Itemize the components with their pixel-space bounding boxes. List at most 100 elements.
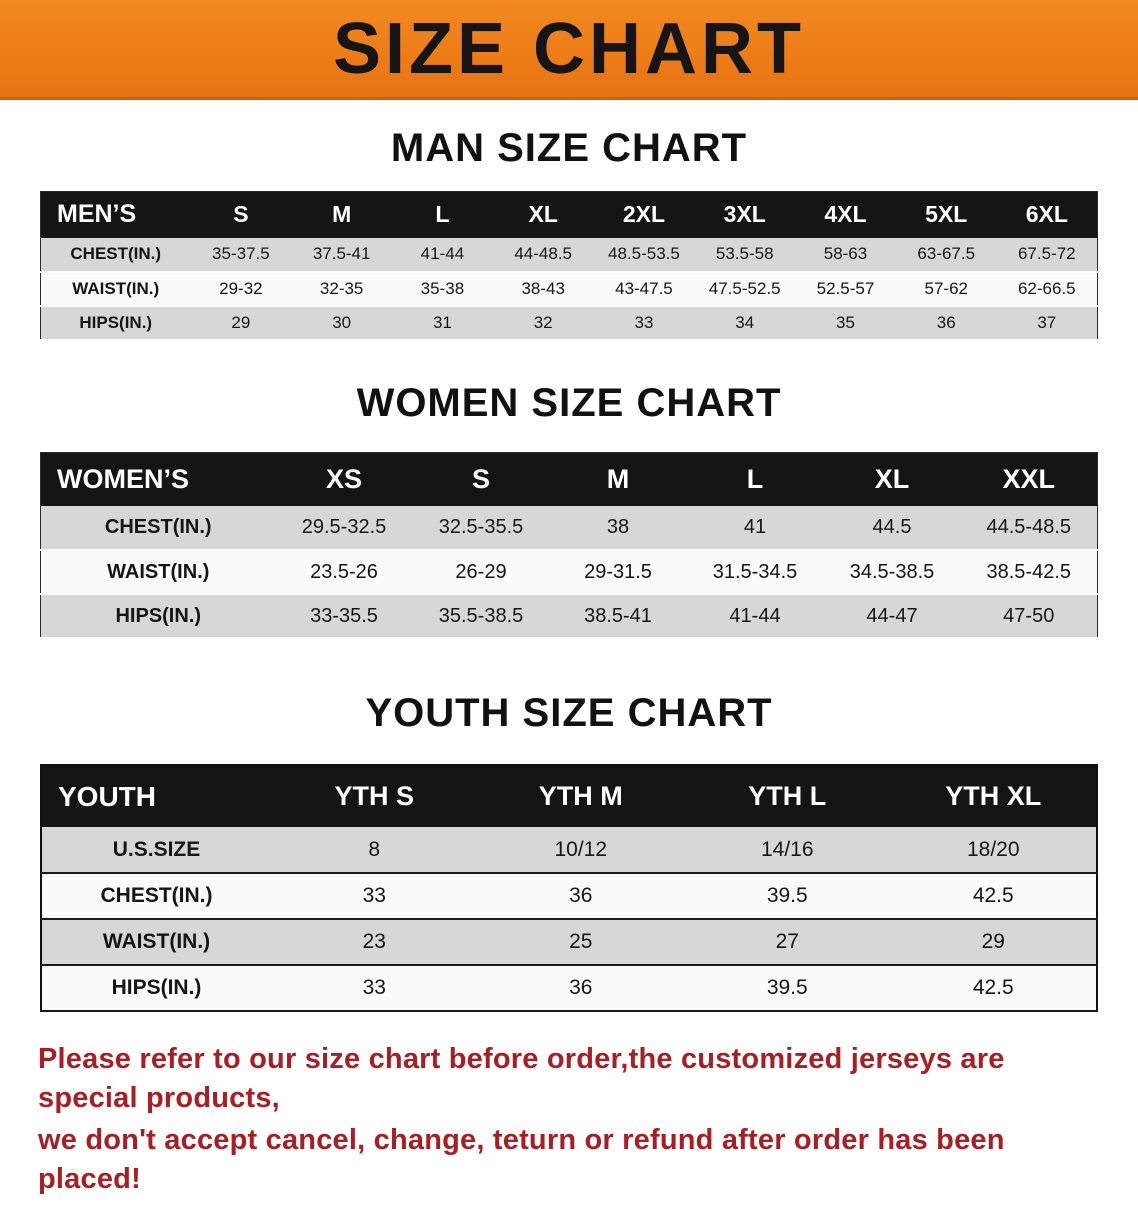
- column-header: S: [412, 452, 550, 506]
- table-header-row: YOUTH YTH S YTH M YTH L YTH XL: [41, 765, 1097, 827]
- table-cell: 37.5-41: [291, 237, 393, 273]
- table-cell: 23: [271, 919, 478, 966]
- table-row: CHEST(IN.) 35-37.5 37.5-41 41-44 44-48.5 48.5…: [40, 237, 1098, 273]
- table-row: CHEST(IN.) 33 36 39.5 42.5: [41, 873, 1097, 920]
- table-row: WAIST(IN.) 23.5-26 26-29 29-31.5 31.5-34.5 34…: [40, 550, 1098, 595]
- row-label: HIPS(IN.): [41, 965, 271, 1012]
- table-cell: 31.5-34.5: [686, 550, 824, 595]
- table-cell: 53.5-58: [694, 237, 796, 273]
- row-label: CHEST(IN.): [40, 506, 276, 551]
- row-label: WAIST(IN.): [40, 271, 191, 307]
- column-header: 4XL: [795, 191, 896, 238]
- table-cell: 47.5-52.5: [694, 271, 796, 307]
- men-size-table: MEN’S S M L XL 2XL 3XL 4XL 5XL 6XL CHEST(IN.) 35-37…: [40, 191, 1098, 341]
- table-cell: 38.5-42.5: [960, 550, 1098, 595]
- table-cell: 63-67.5: [895, 237, 997, 273]
- size-chart-banner: SIZE CHART: [0, 0, 1138, 100]
- row-label: CHEST(IN.): [40, 237, 191, 273]
- column-header: XL: [823, 452, 961, 506]
- table-cell: 35-37.5: [190, 237, 292, 273]
- table-row: WAIST(IN.) 29-32 32-35 35-38 38-43 43-47.5 47.…: [40, 271, 1098, 307]
- table-cell: 29-32: [190, 271, 292, 307]
- table-cell: 38.5-41: [549, 594, 687, 639]
- youth-size-chart-section: YOUTH SIZE CHART YOUTH YTH S YTH M YTH L YTH…: [0, 691, 1138, 1012]
- row-label: U.S.SIZE: [41, 827, 271, 874]
- table-cell: 29: [190, 305, 292, 341]
- table-cell: 37: [996, 305, 1098, 341]
- table-row: HIPS(IN.) 33-35.5 35.5-38.5 38.5-41 41-44 44-…: [40, 594, 1098, 639]
- column-header: M: [291, 191, 393, 238]
- table-cell: 62-66.5: [996, 271, 1098, 307]
- table-cell: 44-48.5: [492, 237, 594, 273]
- table-cell: 35.5-38.5: [412, 594, 550, 639]
- table-cell: 58-63: [795, 237, 896, 273]
- table-cell: 39.5: [684, 873, 891, 920]
- table-cell: 10/12: [477, 827, 684, 874]
- table-cell: 41-44: [686, 594, 824, 639]
- disclaimer-line-1: Please refer to our size chart before or…: [38, 1043, 1005, 1115]
- table-cell: 48.5-53.5: [593, 237, 695, 273]
- table-cell: 32: [492, 305, 594, 341]
- table-cell: 36: [895, 305, 997, 341]
- column-header: XS: [275, 452, 413, 506]
- table-cell: 8: [271, 827, 478, 874]
- table-cell: 32-35: [291, 271, 393, 307]
- table-cell: 30: [291, 305, 393, 341]
- table-cell: 33: [271, 873, 478, 920]
- table-cell: 38: [549, 506, 687, 551]
- table-row: WAIST(IN.) 23 25 27 29: [41, 919, 1097, 966]
- table-cell: 34.5-38.5: [823, 550, 961, 595]
- row-label: WAIST(IN.): [41, 919, 271, 966]
- column-header: 3XL: [694, 191, 796, 238]
- table-cell: 23.5-26: [275, 550, 413, 595]
- column-header: XL: [492, 191, 594, 238]
- column-header: 6XL: [996, 191, 1098, 238]
- table-corner-label: MEN’S: [40, 191, 191, 238]
- column-header: 5XL: [895, 191, 997, 238]
- column-header: L: [392, 191, 493, 238]
- row-label: HIPS(IN.): [40, 305, 191, 341]
- table-cell: 43-47.5: [593, 271, 695, 307]
- disclaimer-line-2: we don't accept cancel, change, teturn o…: [38, 1124, 1005, 1196]
- table-header-row: MEN’S S M L XL 2XL 3XL 4XL 5XL 6XL: [40, 191, 1098, 238]
- women-size-chart-heading: WOMEN SIZE CHART: [356, 380, 782, 425]
- table-cell: 32.5-35.5: [412, 506, 550, 551]
- table-cell: 34: [694, 305, 796, 341]
- table-cell: 14/16: [684, 827, 891, 874]
- table-cell: 44-47: [823, 594, 961, 639]
- column-header: L: [686, 452, 824, 506]
- table-cell: 35-38: [392, 271, 493, 307]
- table-cell: 39.5: [684, 965, 891, 1012]
- table-row: CHEST(IN.) 29.5-32.5 32.5-35.5 38 41 44.5 44.5…: [40, 506, 1098, 551]
- column-header: XXL: [960, 452, 1098, 506]
- table-row: HIPS(IN.) 33 36 39.5 42.5: [41, 965, 1097, 1012]
- row-label: HIPS(IN.): [40, 594, 276, 639]
- table-corner-label: YOUTH: [41, 765, 271, 827]
- table-cell: 25: [477, 919, 684, 966]
- row-label: WAIST(IN.): [40, 550, 276, 595]
- table-cell: 42.5: [890, 873, 1097, 920]
- man-size-chart-heading: MAN SIZE CHART: [390, 126, 748, 170]
- table-corner-label: WOMEN’S: [40, 452, 276, 506]
- column-header: S: [190, 191, 292, 238]
- women-size-chart-section: WOMEN SIZE CHART WOMEN’S XS S M L XL XXL CHEST(…: [0, 380, 1138, 639]
- table-cell: 35: [795, 305, 896, 341]
- table-cell: 41-44: [392, 237, 493, 273]
- order-disclaimer: Please refer to our size chart before or…: [0, 1040, 1138, 1223]
- column-header: YTH S: [271, 765, 478, 827]
- table-cell: 27: [684, 919, 891, 966]
- table-cell: 42.5: [890, 965, 1097, 1012]
- table-cell: 44.5: [823, 506, 961, 551]
- table-cell: 38-43: [492, 271, 594, 307]
- table-cell: 57-62: [895, 271, 997, 307]
- table-cell: 33: [271, 965, 478, 1012]
- table-header-row: WOMEN’S XS S M L XL XXL: [40, 452, 1098, 506]
- column-header: M: [549, 452, 687, 506]
- column-header: YTH M: [477, 765, 684, 827]
- table-cell: 36: [477, 965, 684, 1012]
- table-cell: 31: [392, 305, 493, 341]
- table-cell: 29.5-32.5: [275, 506, 413, 551]
- table-cell: 41: [686, 506, 824, 551]
- table-cell: 47-50: [960, 594, 1098, 639]
